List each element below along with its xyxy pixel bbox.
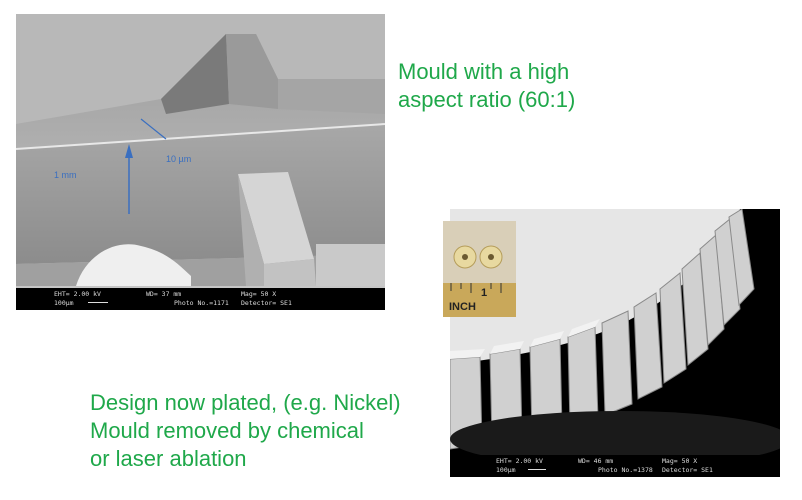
plating-description-line2: Mould removed by chemical: [90, 418, 364, 443]
mag-label: Mag= 50 X: [241, 290, 277, 298]
mould-micrograph: [16, 14, 385, 310]
gear-photo-inset: 1 INCH: [443, 221, 516, 317]
ruler-unit: INCH: [449, 301, 476, 313]
plating-description-line1: Design now plated, (e.g. Nickel): [90, 390, 401, 415]
wd-label: WD= 37 mm: [146, 290, 182, 298]
plating-description: Design now plated, (e.g. Nickel) Mould r…: [90, 389, 401, 473]
gear-photo: [443, 221, 516, 317]
height-annotation: 1 mm: [54, 170, 77, 180]
sem-image-mould: 1 mm 10 µm EHT= 2.00 kV 100µm WD= 37 mm …: [16, 14, 385, 310]
sem-info-bar-gear: EHT= 2.00 kV 100µm WD= 46 mm Photo No.=1…: [450, 455, 780, 477]
eht-label-gear: EHT= 2.00 kV: [496, 457, 543, 465]
plating-description-line3: or laser ablation: [90, 446, 247, 471]
eht-label: EHT= 2.00 kV: [54, 290, 101, 298]
detector-label-gear: Detector= SE1: [662, 466, 713, 474]
ruler-number: 1: [481, 287, 488, 299]
photo-number-label: Photo No.=1171: [174, 299, 229, 307]
width-annotation: 10 µm: [166, 154, 192, 164]
mould-description-line1: Mould with a high: [398, 59, 570, 84]
detector-label: Detector= SE1: [241, 299, 292, 307]
wd-label-gear: WD= 46 mm: [578, 457, 614, 465]
mould-description: Mould with a high aspect ratio (60:1): [398, 58, 575, 114]
scale-bar-gear: [528, 469, 546, 470]
scale-label-gear: 100µm: [496, 466, 516, 474]
mag-label-gear: Mag= 50 X: [662, 457, 698, 465]
mould-description-line2: aspect ratio (60:1): [398, 87, 576, 112]
scale-label: 100µm: [54, 299, 74, 307]
sem-info-bar: EHT= 2.00 kV 100µm WD= 37 mm Photo No.=1…: [16, 288, 385, 310]
photo-number-label-gear: Photo No.=1378: [598, 466, 653, 474]
scale-bar: [88, 302, 108, 303]
